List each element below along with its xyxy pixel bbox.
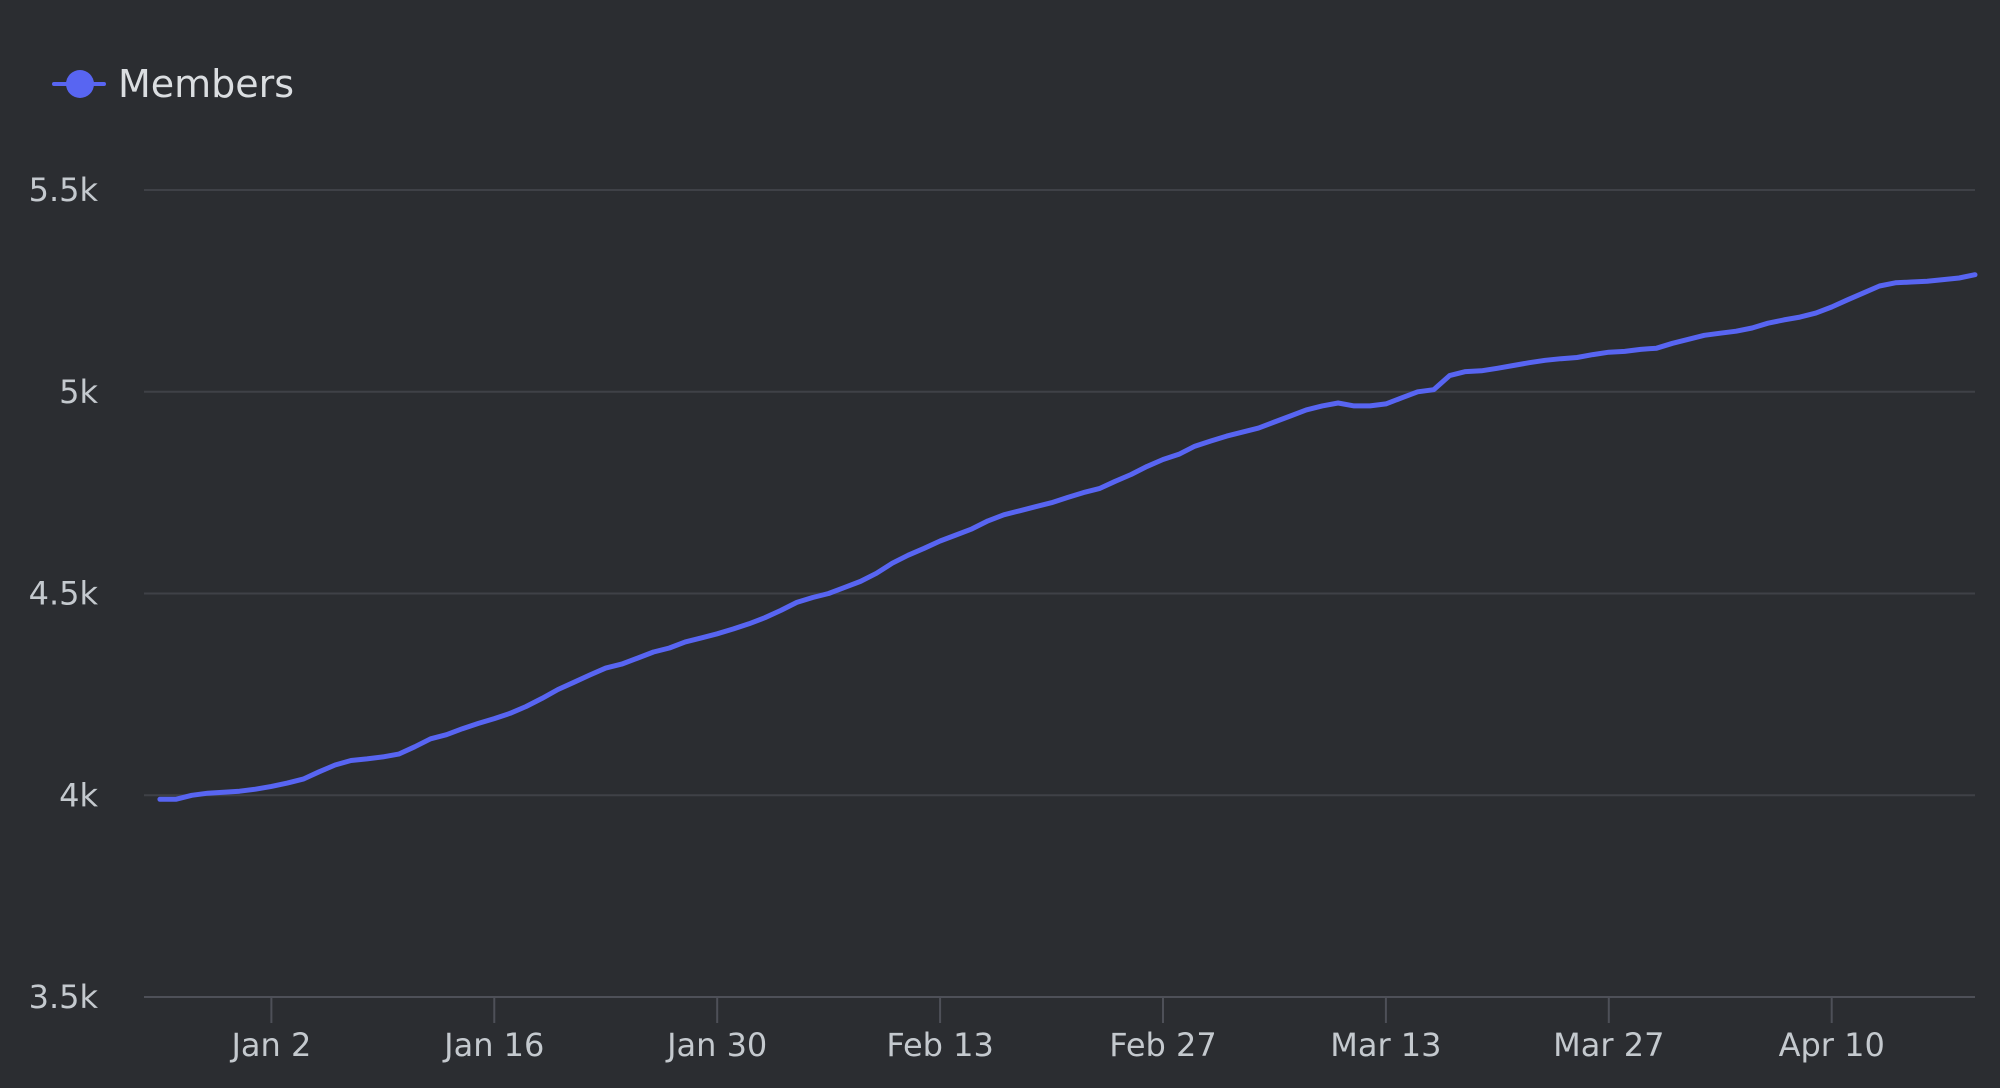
y-tick-label: 4k <box>59 776 98 814</box>
y-tick-label: 5k <box>59 373 98 411</box>
x-tick-label: Apr 10 <box>1779 1026 1885 1064</box>
x-tick-label: Jan 16 <box>442 1026 544 1064</box>
x-tick-label: Mar 27 <box>1553 1026 1664 1064</box>
x-axis-ticks: Jan 2 Jan 16 Jan 30 Feb 13 Feb 27 Mar 13 Mar 2… <box>229 997 1885 1064</box>
chart-legend[interactable]: Members <box>52 56 294 112</box>
x-tick-label: Feb 27 <box>1109 1026 1217 1064</box>
y-axis-ticks: 3.5k 4k 4.5k 5k 5.5k <box>29 171 99 1016</box>
x-tick-label: Jan 30 <box>665 1026 767 1064</box>
series-members <box>157 272 1978 802</box>
x-tick-label: Jan 2 <box>229 1026 311 1064</box>
x-tick-label: Feb 13 <box>886 1026 994 1064</box>
y-tick-label: 5.5k <box>29 171 99 209</box>
grid-lines <box>144 189 1975 797</box>
legend-line-dot-icon <box>52 69 106 99</box>
x-tick-label: Mar 13 <box>1330 1026 1441 1064</box>
y-tick-label: 3.5k <box>29 978 99 1016</box>
legend-label-members: Members <box>118 62 295 106</box>
series-line-members[interactable] <box>157 272 1978 802</box>
y-tick-label: 4.5k <box>29 575 99 613</box>
